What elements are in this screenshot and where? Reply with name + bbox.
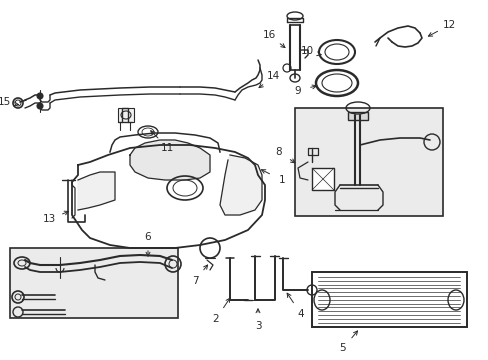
Bar	[311, 272, 466, 327]
Text: 15: 15	[0, 98, 11, 107]
Polygon shape	[72, 145, 264, 248]
Bar	[10, 248, 178, 318]
Text: 6: 6	[144, 232, 151, 242]
Text: 1: 1	[278, 175, 285, 185]
Text: 13: 13	[43, 214, 56, 224]
Text: 3: 3	[254, 321, 261, 331]
Bar	[118, 108, 134, 122]
Text: 4: 4	[297, 309, 304, 319]
Bar	[294, 108, 442, 216]
Text: 8: 8	[275, 147, 282, 157]
Ellipse shape	[37, 103, 43, 109]
Text: 10: 10	[300, 46, 313, 56]
Text: 16: 16	[262, 30, 275, 40]
Text: 11: 11	[161, 143, 174, 153]
Bar	[347, 112, 367, 120]
Text: 7: 7	[191, 276, 198, 285]
Text: 9: 9	[293, 86, 300, 96]
Polygon shape	[130, 140, 209, 180]
Text: 2: 2	[212, 314, 219, 324]
Text: 5: 5	[339, 343, 346, 354]
Polygon shape	[78, 172, 115, 210]
Polygon shape	[220, 155, 262, 215]
Text: 12: 12	[442, 20, 455, 30]
Ellipse shape	[37, 93, 43, 99]
Bar	[311, 168, 333, 190]
Text: 14: 14	[266, 71, 280, 81]
